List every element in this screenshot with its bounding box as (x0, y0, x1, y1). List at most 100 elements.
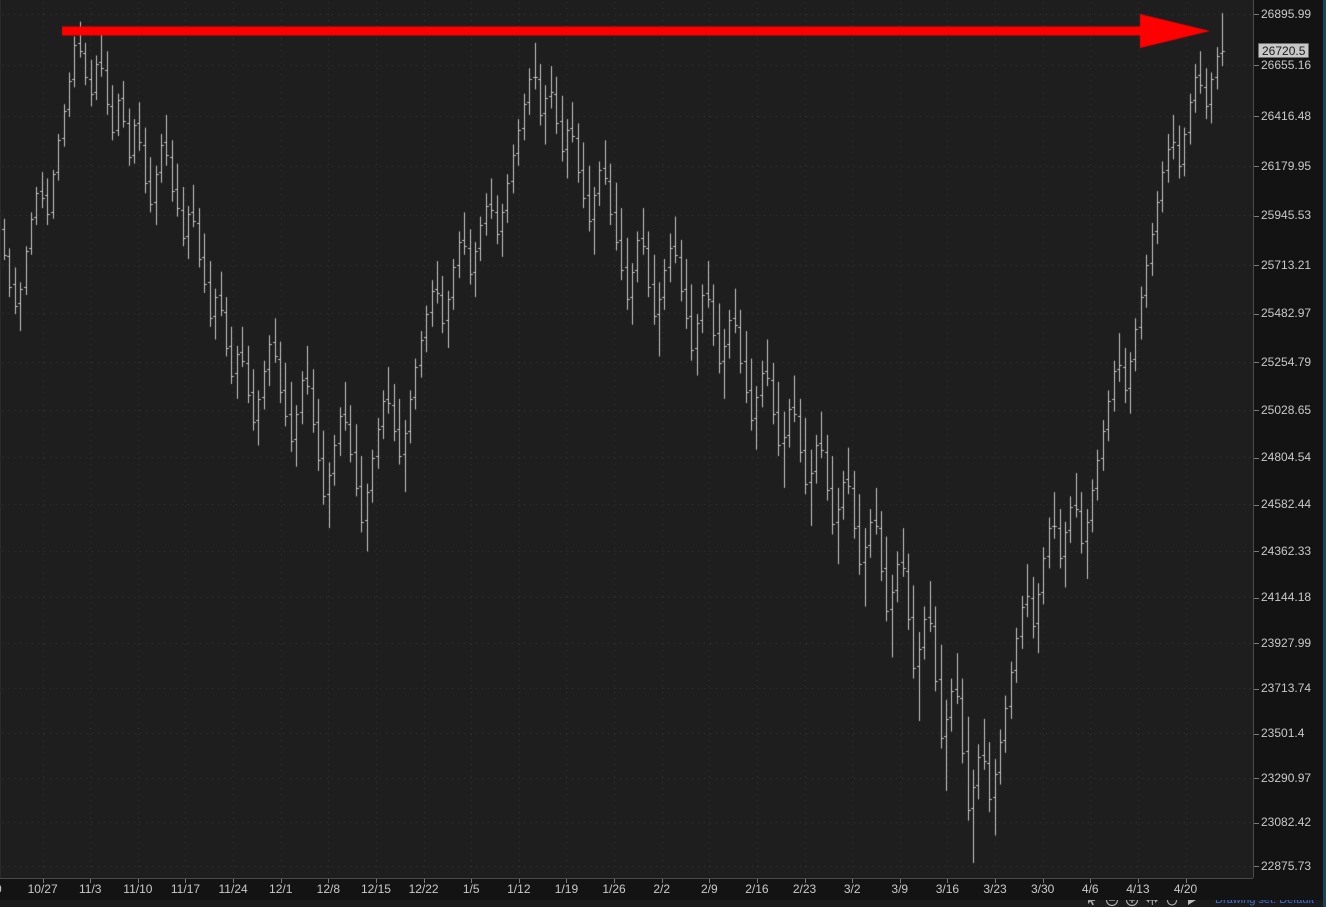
price-axis-tick-label: 24362.33 (1261, 543, 1312, 558)
date-axis-tick-label: 1/12 (507, 882, 531, 896)
date-axis-tick-label: 2/16 (745, 882, 769, 896)
price-axis-tick-label: 23082.42 (1261, 815, 1312, 830)
price-axis-tick: 25945.53 (1254, 208, 1311, 222)
tick-mark (1254, 115, 1259, 117)
date-axis[interactable]: 20 10/27 11/3 11/10 11/17 11/24 12/1 12/8 12/15 1… (0, 878, 1253, 900)
date-axis-tick-label: 2/2 (653, 882, 671, 896)
price-axis-tick: 23501.4 (1254, 726, 1304, 740)
date-axis-tick-label: 1/26 (602, 882, 626, 896)
cursor-icon[interactable] (1085, 900, 1099, 907)
date-axis-tick-label: 4/13 (1126, 882, 1150, 896)
price-axis-tick-label: 23501.4 (1261, 726, 1305, 741)
date-axis-tick-label: 11/24 (218, 882, 248, 896)
date-axis-tick-label: 4/6 (1081, 882, 1099, 896)
date-axis-tick-label: 1/19 (554, 882, 579, 896)
date-axis-tick-mark (376, 879, 377, 883)
date-axis-tick-label: 11/3 (79, 882, 102, 896)
price-axis-tick: 24144.18 (1254, 590, 1311, 604)
price-axis-tick: 25482.97 (1254, 306, 1311, 320)
date-axis-tick-mark (1186, 879, 1187, 883)
date-axis-tick-mark (138, 879, 139, 883)
pointer-icon[interactable] (1185, 900, 1199, 907)
price-axis-tick: 25254.79 (1254, 355, 1311, 369)
last-price-tag: 26720.5 (1258, 43, 1310, 59)
zoom-in-icon[interactable] (1125, 900, 1139, 907)
price-axis-tick: 22875.73 (1254, 859, 1311, 873)
tick-mark (1254, 688, 1259, 690)
tick-mark (1254, 264, 1259, 266)
drawing-set-label[interactable]: Drawing set: Default (1215, 900, 1315, 906)
date-axis-tick-label: 11/17 (170, 882, 201, 896)
tick-mark (1254, 313, 1259, 315)
price-axis-tick-label: 23290.97 (1261, 770, 1312, 785)
price-axis-tick: 23290.97 (1254, 771, 1311, 785)
price-axis-tick: 24582.44 (1254, 497, 1311, 511)
drawing-toolbar[interactable]: Drawing set: Default (0, 900, 1326, 907)
price-axis-tick-label: 25028.65 (1261, 402, 1312, 417)
date-axis-tick-label: 3/23 (983, 882, 1007, 896)
tick-mark (1254, 457, 1259, 459)
tick-mark (1254, 410, 1259, 412)
date-axis-tick-mark (1043, 879, 1044, 883)
date-axis-tick-label: 2/9 (700, 882, 718, 896)
date-axis-tick-label: 2/23 (792, 882, 817, 896)
date-axis-tick-mark (233, 879, 234, 883)
measure-icon[interactable] (1145, 900, 1159, 907)
date-axis-tick-label: 12/1 (269, 882, 293, 896)
date-axis-tick-label: 4/20 (1173, 882, 1198, 896)
date-axis-tick-mark (805, 879, 806, 883)
date-axis-tick-mark (519, 879, 520, 883)
drawing-toolbar-items: Drawing set: Default (1085, 900, 1314, 907)
price-axis-tick-label: 25945.53 (1261, 208, 1312, 223)
date-axis-tick-mark (662, 879, 663, 883)
price-axis-tick: 24362.33 (1254, 544, 1311, 558)
date-axis-tick-label: 3/16 (935, 882, 960, 896)
date-axis-tick-label: 12/15 (360, 882, 391, 896)
date-axis-tick-mark (90, 879, 91, 883)
date-axis-tick-mark (1138, 879, 1139, 883)
tick-mark (1254, 597, 1259, 599)
price-axis-tick: 26895.99 (1254, 7, 1311, 21)
date-axis-tick-label: 1/5 (462, 882, 480, 896)
date-axis-tick-mark (424, 879, 425, 883)
price-axis-tick-label: 22875.73 (1261, 859, 1312, 873)
date-axis-tick-mark (757, 879, 758, 883)
tick-mark (1254, 14, 1259, 16)
zoom-out-icon[interactable] (1105, 900, 1119, 907)
date-axis-tick-mark (43, 879, 44, 883)
date-axis-tick-mark (1090, 879, 1091, 883)
tick-mark (1254, 822, 1259, 824)
date-axis-tick-mark (995, 879, 996, 883)
price-axis-tick-label: 26895.99 (1261, 7, 1312, 21)
price-axis[interactable]: 26895.99 26655.16 26416.48 26179.95 25945.53… (1253, 0, 1326, 878)
date-axis-tick-mark (852, 879, 853, 883)
date-axis-tick-label: 12/8 (316, 882, 341, 896)
price-axis-tick: 23082.42 (1254, 815, 1311, 829)
date-axis-tick-label: 3/2 (843, 882, 861, 896)
resistance-arrow-annotation[interactable] (0, 0, 1253, 878)
tick-mark (1254, 166, 1259, 168)
tick-mark (1254, 778, 1259, 780)
price-axis-tick-label: 26416.48 (1261, 108, 1312, 123)
price-axis-tick-label: 24804.54 (1261, 450, 1312, 465)
price-axis-tick-label: 26179.95 (1261, 158, 1312, 173)
tick-mark (1254, 362, 1259, 364)
date-axis-tick-label: 20 (0, 882, 2, 896)
tick-mark (1254, 504, 1259, 506)
chart-plot-area[interactable] (0, 0, 1253, 878)
crosshair-icon[interactable] (1165, 900, 1179, 907)
tick-mark (1254, 65, 1259, 67)
price-axis-tick: 25028.65 (1254, 403, 1311, 417)
price-axis-tick-label: 23927.99 (1261, 635, 1312, 650)
date-axis-tick-label: 3/9 (891, 882, 909, 896)
price-axis-tick-label: 23713.74 (1261, 681, 1312, 696)
price-axis-tick-label: 24582.44 (1261, 497, 1312, 512)
plot-left-border (0, 0, 1, 878)
date-axis-tick-mark (614, 879, 615, 883)
date-axis-tick-mark (709, 879, 710, 883)
date-axis-tick-label: 12/22 (408, 882, 439, 896)
date-axis-tick-mark (471, 879, 472, 883)
date-axis-tick-mark (947, 879, 948, 883)
price-axis-tick-label: 25713.21 (1261, 257, 1312, 272)
